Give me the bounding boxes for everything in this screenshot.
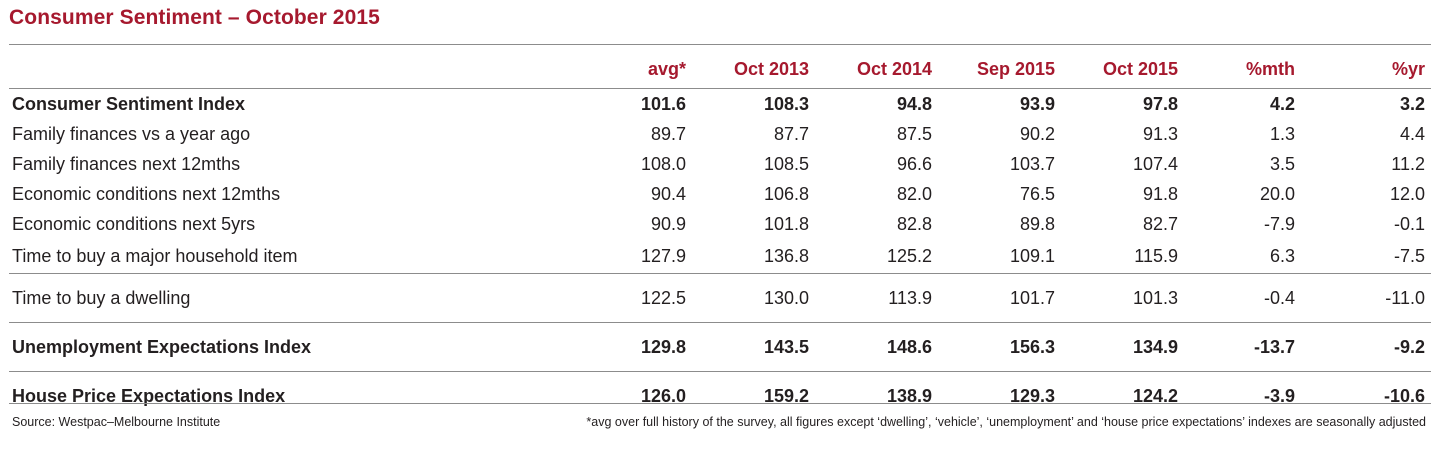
cell-sep-2015: 129.3 <box>938 371 1061 420</box>
cell-pct-yr: 11.2 <box>1391 153 1425 174</box>
header-oct-2013: Oct 2013 <box>692 50 815 89</box>
cell-oct-2014: 138.9 <box>815 371 938 420</box>
cell-pct-yr: 4.4 <box>1399 123 1425 144</box>
cell-oct-2015: 97.8 <box>1142 93 1178 114</box>
cell-pct-mth: -7.9 <box>1263 213 1295 234</box>
footnote: *avg over full history of the survey, al… <box>586 415 1426 429</box>
cell-oct-2014: 82.8 <box>896 213 932 234</box>
cell-sep-2015: 103.7 <box>1009 153 1055 174</box>
cell-pct-yr: -7.5 <box>1393 245 1425 266</box>
cell-pct-mth: -3.9 <box>1184 371 1301 420</box>
header-oct-2015: Oct 2015 <box>1061 50 1184 89</box>
row-label: Consumer Sentiment Index <box>12 93 246 114</box>
cell-pct-yr: -11.0 <box>1301 273 1431 323</box>
cell-avg: 108.0 <box>640 153 686 174</box>
header-oct-2014: Oct 2014 <box>815 50 938 89</box>
source-note: Source: Westpac–Melbourne Institute <box>12 415 221 429</box>
cell-pct-mth: 3.5 <box>1269 153 1295 174</box>
row-label: Economic conditions next 5yrs <box>12 213 256 234</box>
cell-pct-yr: -9.2 <box>1301 322 1431 372</box>
cell-oct-2013: 108.5 <box>763 153 809 174</box>
cell-oct-2014: 96.6 <box>896 153 932 174</box>
page-title: Consumer Sentiment – October 2015 <box>9 6 380 29</box>
cell-oct-2015: 101.3 <box>1061 273 1184 323</box>
row-label: Family finances vs a year ago <box>12 123 251 144</box>
table-row: House Price Expectations Index 126.0 159… <box>9 371 1431 420</box>
cell-pct-mth: 6.3 <box>1269 245 1295 266</box>
cell-avg: 126.0 <box>569 371 692 420</box>
cell-oct-2013: 143.5 <box>692 322 815 372</box>
cell-pct-yr: 3.2 <box>1399 93 1425 114</box>
cell-pct-mth: 20.0 <box>1259 183 1295 204</box>
header-pct-yr: %yr <box>1301 50 1431 89</box>
title-divider <box>9 44 1431 45</box>
table-row: Economic conditions next 12mths 90.4 106… <box>9 179 1431 209</box>
cell-oct-2015: 134.9 <box>1061 322 1184 372</box>
footer-divider <box>9 403 1431 404</box>
table-header-row: avg* Oct 2013 Oct 2014 Sep 2015 Oct 2015… <box>9 50 1431 89</box>
cell-oct-2013: 136.8 <box>763 245 809 266</box>
cell-sep-2015: 156.3 <box>938 322 1061 372</box>
table-row: Family finances vs a year ago 89.7 87.7 … <box>9 119 1431 149</box>
cell-pct-mth: -13.7 <box>1184 322 1301 372</box>
cell-pct-yr: -0.1 <box>1393 213 1425 234</box>
sentiment-table: avg* Oct 2013 Oct 2014 Sep 2015 Oct 2015… <box>9 50 1431 420</box>
row-label: Time to buy a dwelling <box>9 273 569 323</box>
header-label-col <box>9 50 569 89</box>
cell-avg: 101.6 <box>640 93 686 114</box>
cell-sep-2015: 101.7 <box>938 273 1061 323</box>
header-sep-2015: Sep 2015 <box>938 50 1061 89</box>
cell-sep-2015: 76.5 <box>1019 183 1055 204</box>
cell-oct-2015: 107.4 <box>1132 153 1178 174</box>
cell-oct-2013: 87.7 <box>773 123 809 144</box>
cell-avg: 89.7 <box>650 123 686 144</box>
cell-oct-2014: 87.5 <box>896 123 932 144</box>
cell-oct-2015: 82.7 <box>1142 213 1178 234</box>
table-row: Economic conditions next 5yrs 90.9 101.8… <box>9 209 1431 239</box>
cell-pct-yr: -10.6 <box>1301 371 1431 420</box>
row-label: Unemployment Expectations Index <box>9 322 569 372</box>
cell-oct-2013: 130.0 <box>692 273 815 323</box>
cell-oct-2013: 159.2 <box>692 371 815 420</box>
header-pct-mth: %mth <box>1184 50 1301 89</box>
cell-oct-2015: 115.9 <box>1134 245 1178 266</box>
cell-oct-2013: 101.8 <box>763 213 809 234</box>
cell-sep-2015: 109.1 <box>1009 245 1055 266</box>
cell-pct-mth: 4.2 <box>1269 93 1295 114</box>
cell-oct-2015: 91.8 <box>1142 183 1178 204</box>
cell-oct-2015: 91.3 <box>1142 123 1178 144</box>
cell-avg: 127.9 <box>640 245 686 266</box>
cell-oct-2014: 82.0 <box>896 183 932 204</box>
cell-sep-2015: 93.9 <box>1019 93 1055 114</box>
row-label: Family finances next 12mths <box>12 153 241 174</box>
cell-avg: 122.5 <box>569 273 692 323</box>
cell-avg: 90.9 <box>650 213 686 234</box>
cell-oct-2013: 106.8 <box>763 183 809 204</box>
row-label: House Price Expectations Index <box>9 371 569 420</box>
table-row: Time to buy a major household item 127.9… <box>9 239 1431 274</box>
cell-oct-2014: 113.9 <box>815 273 938 323</box>
cell-oct-2014: 94.8 <box>896 93 932 114</box>
cell-pct-mth: -0.4 <box>1184 273 1301 323</box>
cell-avg: 129.8 <box>569 322 692 372</box>
cell-avg: 90.4 <box>650 183 686 204</box>
cell-sep-2015: 90.2 <box>1019 123 1055 144</box>
row-label: Time to buy a major household item <box>12 245 298 266</box>
cell-oct-2014: 125.2 <box>886 245 932 266</box>
cell-pct-yr: 12.0 <box>1389 183 1425 204</box>
row-label: Economic conditions next 12mths <box>12 183 281 204</box>
table-row: Consumer Sentiment Index 101.6 108.3 94.… <box>9 89 1431 120</box>
table-row: Unemployment Expectations Index 129.8 14… <box>9 322 1431 372</box>
header-avg: avg* <box>569 50 692 89</box>
cell-sep-2015: 89.8 <box>1019 213 1055 234</box>
table-row: Time to buy a dwelling 122.5 130.0 113.9… <box>9 273 1431 323</box>
cell-oct-2013: 108.3 <box>763 93 809 114</box>
cell-oct-2015: 124.2 <box>1061 371 1184 420</box>
table-row: Family finances next 12mths 108.0 108.5 … <box>9 149 1431 179</box>
cell-oct-2014: 148.6 <box>815 322 938 372</box>
cell-pct-mth: 1.3 <box>1269 123 1295 144</box>
